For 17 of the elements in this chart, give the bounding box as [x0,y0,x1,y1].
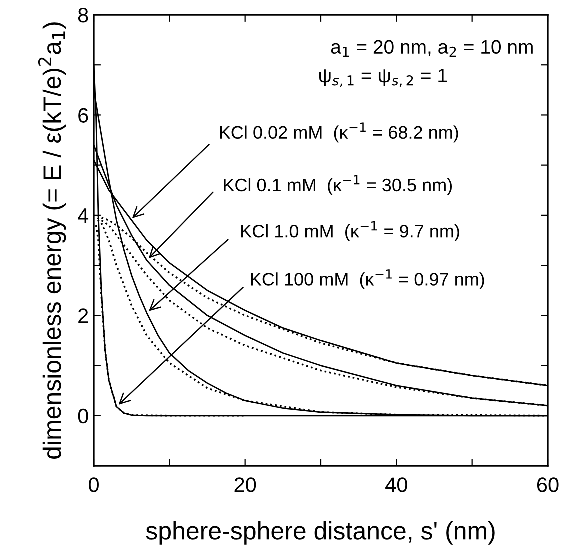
y-tick-label: 2 [78,308,88,324]
annotation: ψ$_{s,1}$ = ψ$_{s,2}$ = 1 [320,69,448,88]
x-tick-label: 40 [386,478,408,492]
annotation: KCl 0.02 mM (κ$^{−1}$ = 68.2 nm) [220,122,458,143]
x-tick-label: 20 [234,478,256,492]
y-tick-label: 6 [78,108,88,123]
annotation: KCl 100 mM (κ$^{−1}$ = 0.97 nm) [251,270,484,290]
y-tick-label: 8 [78,8,88,23]
x-axis-title: sphere-sphere distance, s' (nm) [146,522,495,545]
y-tick-label: 4 [78,208,89,223]
x-tick-label: 0 [89,478,99,492]
annotation: KCl 0.1 mM (κ$^{−1}$ = 30.5 nm) [224,175,452,196]
annotation: KCl 1.0 mM (κ$^{−1}$ = 9.7 nm) [242,221,460,242]
y-axis-title: dimensionless energy (= E / ε(kT/e)$^{2}$a$_{1}$) [38,22,66,459]
x-tick-label: 60 [537,478,559,492]
annotation: a$_{1}$ = 20 nm, a$_{2}$ = 10 nm [331,40,533,58]
y-tick-label: 0 [78,408,88,424]
